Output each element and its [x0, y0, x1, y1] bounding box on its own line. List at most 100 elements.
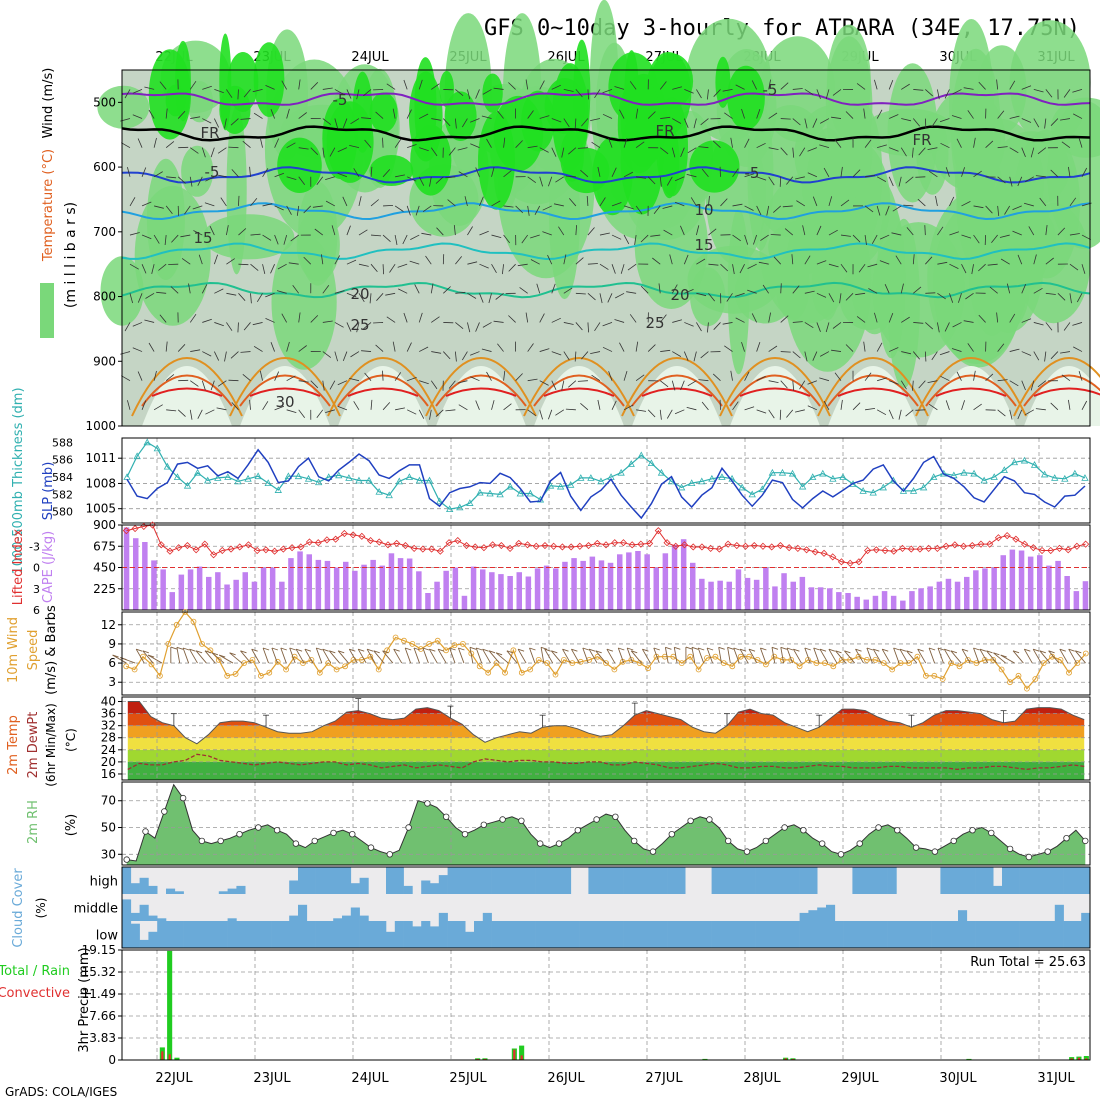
- cloud-low-bar: [386, 931, 396, 948]
- cloud-high-bar: [993, 885, 1003, 894]
- wind-barb: [580, 402, 589, 411]
- thickness-point: [990, 473, 998, 480]
- lifted-index-point: [820, 549, 828, 557]
- wind-barb-feather: [606, 648, 614, 652]
- rh-point: [386, 851, 393, 858]
- cloud-high-bar: [878, 867, 888, 894]
- wind-barb: [730, 137, 733, 148]
- wind-barb: [807, 380, 818, 385]
- cloud-mid-bar: [157, 918, 167, 921]
- wind-barb: [927, 380, 938, 383]
- lifted-index-point: [410, 544, 418, 552]
- cape-bar: [297, 551, 303, 610]
- wind-barb: [210, 147, 215, 158]
- wind-barb: [243, 322, 251, 331]
- wind-barb: [1017, 409, 1023, 420]
- cloud-high-bar: [632, 867, 642, 894]
- wind-barb: [823, 400, 830, 411]
- wind-speed-point: [1032, 676, 1039, 682]
- lifted-index-point: [933, 544, 941, 552]
- wind-barb-feather: [835, 650, 842, 654]
- wind-speed-point: [266, 669, 273, 676]
- contour-label: 25: [645, 314, 664, 332]
- wind-speed-point: [712, 653, 719, 660]
- wind-barb: [329, 147, 336, 157]
- wind-barb: [905, 176, 914, 184]
- wind-barb-feather: [642, 648, 649, 652]
- lifted-index-point: [340, 529, 348, 538]
- wind-barb: [828, 196, 833, 207]
- wind-barb: [356, 322, 360, 333]
- wind-speed-point: [603, 660, 609, 666]
- cloud-low-bar: [210, 921, 220, 948]
- wind-barb: [448, 380, 456, 389]
- wind-barb: [397, 263, 408, 268]
- wind-barb: [1009, 313, 1016, 323]
- cloud-high-bar: [394, 867, 404, 894]
- wind-barb: [1063, 89, 1071, 98]
- wind-barb: [153, 137, 157, 148]
- cape-bar: [772, 586, 778, 610]
- y-tick-label: 30: [101, 847, 116, 861]
- wind-barb: [807, 147, 818, 152]
- thickness-tick-label: 588: [52, 436, 73, 449]
- wind-barb: [403, 79, 408, 90]
- wind-barb: [310, 147, 319, 155]
- wind-barb: [956, 138, 962, 148]
- cape-bar: [242, 572, 248, 610]
- cloud-high-bar: [1054, 867, 1064, 894]
- wind-barb: [188, 283, 191, 294]
- wind-barb: [756, 176, 767, 181]
- wind-barb-10m: [819, 648, 829, 664]
- cloud-low-bar: [931, 921, 941, 948]
- wind-speed-point: [569, 660, 576, 666]
- wind-barb: [410, 234, 420, 240]
- cloud-low-bar: [650, 921, 660, 948]
- wind-barb: [475, 322, 480, 332]
- cloud-high-bar: [122, 867, 132, 894]
- cape-bar: [489, 572, 495, 610]
- wind-speed-point: [173, 621, 180, 628]
- wind-barb: [623, 234, 630, 245]
- cloud-low-bar: [456, 921, 466, 948]
- wind-barb: [961, 201, 971, 207]
- wind-barb: [455, 322, 464, 330]
- wind-barb: [768, 112, 778, 119]
- wind-barb-10m: [571, 648, 580, 664]
- wind-speed-point: [123, 663, 130, 670]
- wind-barb-feather: [366, 648, 374, 652]
- wind-barb: [1069, 263, 1079, 271]
- wind-barb: [611, 167, 617, 177]
- wind-speed-point: [1007, 679, 1013, 686]
- wind-barb: [845, 111, 854, 119]
- wind-barb: [825, 322, 830, 333]
- cape-bar: [982, 568, 988, 610]
- contour-label: FR: [655, 122, 674, 140]
- cape-bar: [690, 562, 696, 610]
- wind-barb-feather: [665, 646, 672, 650]
- wind-barb: [431, 316, 440, 323]
- rh-dry-fill: [338, 366, 428, 426]
- wind-barb: [370, 399, 373, 410]
- wind-barb: [1072, 89, 1083, 93]
- wind-barb-feather: [571, 648, 578, 652]
- y-tick-label: 225: [93, 582, 116, 596]
- wind-speed-point: [392, 634, 399, 641]
- wind-barb: [189, 313, 197, 323]
- wind-barb-10m: [1068, 648, 1078, 664]
- wind-barb: [389, 263, 396, 273]
- cloud-high-bar: [623, 867, 633, 894]
- cloud-high-bar: [518, 867, 528, 894]
- wind-barb: [238, 228, 247, 236]
- wind-barb: [406, 409, 417, 415]
- wind-barb: [502, 264, 504, 275]
- wind-barb: [831, 349, 842, 352]
- wind-speed-point: [830, 663, 837, 670]
- cloud-high-bar: [562, 867, 572, 894]
- wind-barb: [586, 195, 589, 206]
- cloud-low-bar: [764, 921, 774, 948]
- wind-barb: [915, 176, 926, 178]
- wind-barb: [756, 205, 762, 216]
- wind-barb: [129, 232, 140, 236]
- cape-bar: [827, 588, 833, 610]
